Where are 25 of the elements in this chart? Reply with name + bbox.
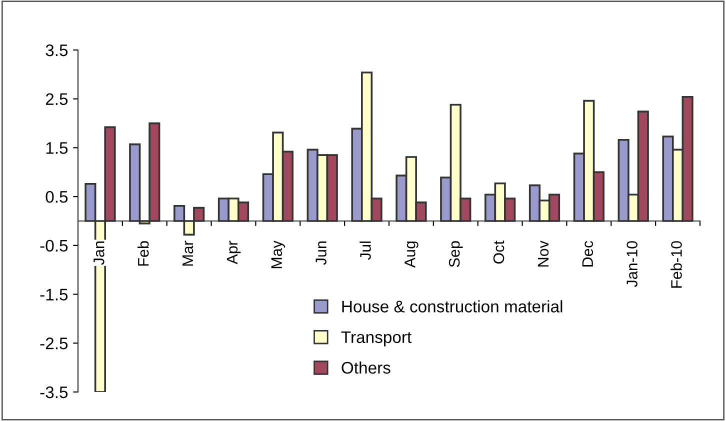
- y-tick-label: 2.5: [46, 93, 68, 106]
- legend-label: House & construction material: [342, 300, 562, 312]
- y-tick-label: -3.5: [40, 386, 68, 398]
- x-tick-label: Jan: [94, 242, 104, 265]
- x-tick-label: Oct: [493, 240, 504, 264]
- y-tick-label: -1.5: [40, 288, 68, 300]
- x-tick-label: Jun: [316, 242, 326, 265]
- y-tick-label: -0.5: [40, 240, 68, 252]
- x-tick-label: Mar: [182, 240, 194, 266]
- legend-label: Others: [342, 361, 390, 374]
- x-tick-label: Apr: [226, 240, 241, 264]
- y-tick-label: 3.5: [46, 44, 68, 56]
- x-tick-label: Aug: [404, 242, 418, 268]
- x-tick-label: Sep: [448, 241, 463, 268]
- x-tick-label: May: [271, 240, 286, 268]
- x-tick-label: Feb: [138, 241, 149, 266]
- x-tick-label: Dec: [582, 240, 594, 266]
- x-tick-label: Jul: [360, 242, 371, 260]
- legend-label: Transport: [341, 331, 412, 346]
- x-tick-label: Nov: [538, 240, 549, 266]
- x-tick-label: Jan-10: [626, 241, 638, 288]
- y-tick-label: -2.5: [40, 338, 68, 350]
- y-tick-label: 0.5: [46, 190, 68, 203]
- x-tick-label: Feb-10: [670, 241, 682, 288]
- y-tick-label: 1.5: [46, 142, 68, 154]
